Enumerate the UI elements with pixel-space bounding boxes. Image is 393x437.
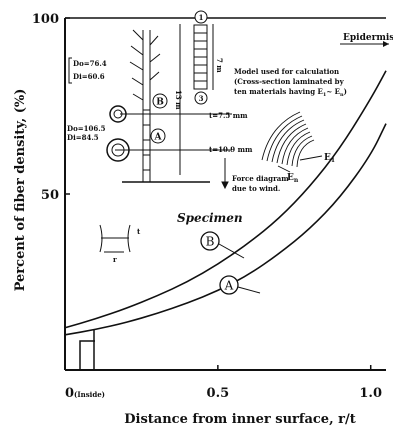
height-7-label: 7 m bbox=[215, 58, 224, 73]
inset-wall-sketch bbox=[99, 224, 131, 253]
node-marker-1: 1 bbox=[194, 10, 208, 24]
model-line-3-a: ten materials having E bbox=[234, 87, 323, 96]
x-tick-suffix-0: (Inside) bbox=[74, 390, 105, 399]
curve-label-b-text: B bbox=[206, 235, 215, 249]
section-label-b-circle bbox=[152, 93, 168, 109]
section-label-a: A bbox=[150, 128, 166, 144]
cross-section-a bbox=[106, 138, 130, 162]
inset-r-label: r bbox=[113, 255, 117, 264]
layer-arc-2 bbox=[266, 115, 303, 162]
x-axis-title: Distance from inner surface, r/t bbox=[124, 412, 355, 427]
x-tick-label-0: 0(Inside) bbox=[65, 386, 105, 401]
laminated-layers-sketch bbox=[261, 111, 323, 173]
series-line-a bbox=[64, 123, 387, 336]
model-line-1: Model used for calculation bbox=[234, 67, 339, 76]
curve-label-b: B bbox=[200, 231, 245, 259]
culm-branches bbox=[129, 29, 161, 101]
model-line-3-end: ) bbox=[344, 87, 347, 96]
step-a bbox=[79, 340, 95, 370]
curve-label-a-text: A bbox=[224, 279, 234, 293]
thickness-a-label: t=10.9 mm bbox=[209, 145, 253, 154]
epidermis-label: Epidermis bbox=[343, 33, 393, 43]
dims-b-do: Do=76.4 bbox=[73, 59, 107, 68]
series-line-b bbox=[64, 70, 387, 329]
section-label-b: B bbox=[152, 93, 168, 109]
y-tick-label-1: 100 bbox=[32, 12, 59, 27]
curve-label-a-leader bbox=[237, 286, 261, 294]
culm-nodes bbox=[143, 109, 150, 171]
node-marker-1-text: 1 bbox=[199, 13, 204, 22]
e1-label-sub: 1 bbox=[331, 157, 335, 164]
layer-arc-3 bbox=[271, 119, 305, 163]
model-line-3: ten materials having E1~ En) bbox=[234, 87, 347, 98]
series-group bbox=[64, 70, 387, 336]
e1-label-e: E bbox=[324, 153, 331, 163]
model-line-3-sub: 1 bbox=[323, 92, 326, 98]
force-arrowhead bbox=[221, 181, 229, 190]
force-diagram bbox=[221, 158, 229, 190]
curve-label-b-circle bbox=[200, 231, 220, 251]
e1-leader bbox=[299, 155, 323, 161]
section-label-b-text: B bbox=[156, 98, 164, 108]
force-line-2: due to wind. bbox=[232, 184, 280, 193]
en-leader bbox=[277, 165, 291, 173]
specimen-label: Specimen bbox=[177, 211, 243, 225]
dims-bracket-b bbox=[68, 57, 72, 84]
model-line-3-sub2: n bbox=[340, 92, 344, 98]
y-axis-title: Percent of fiber density, (%) bbox=[13, 89, 28, 292]
x-tick-label-2: 1.0 bbox=[359, 386, 382, 401]
dims-a-di: Di=84.5 bbox=[67, 133, 99, 142]
height-13-label: 13 m bbox=[174, 90, 183, 110]
en-label-sub: n bbox=[294, 177, 299, 184]
en-label: En bbox=[287, 173, 299, 184]
node-marker-1-circle bbox=[194, 10, 208, 24]
inner-edge-steps bbox=[79, 330, 95, 370]
epidermis-arrowhead bbox=[383, 41, 389, 47]
model-line-3-mid: ~ E bbox=[326, 87, 340, 96]
en-label-e: E bbox=[287, 173, 294, 183]
x-ticks: 0(Inside) 0.5 1.0 bbox=[64, 365, 382, 401]
cross-section-b bbox=[109, 105, 127, 123]
force-line-1: Force diagram bbox=[232, 174, 289, 183]
layer-arc-4 bbox=[276, 123, 307, 164]
thickness-b-label: t=7.5 mm bbox=[209, 111, 248, 120]
layer-arc-7 bbox=[291, 135, 313, 167]
layer-arc-8 bbox=[296, 139, 315, 168]
cross-section-a-inner bbox=[111, 143, 125, 157]
section-label-a-text: A bbox=[154, 133, 163, 143]
layer-arc-1 bbox=[261, 111, 301, 161]
inset-t-label: t bbox=[137, 227, 141, 236]
dims-b-di: Di=60.6 bbox=[73, 72, 105, 81]
y-tick-label-0: 50 bbox=[41, 188, 59, 203]
bamboo-culm-sketch bbox=[115, 24, 232, 183]
epidermis-annotation: Epidermis bbox=[340, 33, 393, 47]
curve-label-a-circle bbox=[219, 275, 239, 295]
node-marker-3: 3 bbox=[194, 91, 208, 105]
node-marker-3-circle bbox=[194, 91, 208, 105]
y-ticks: 50 100 bbox=[32, 12, 70, 203]
curve-label-b-leader bbox=[218, 243, 245, 259]
section-label-a-circle bbox=[150, 128, 166, 144]
model-description: Model used for calculation (Cross-sectio… bbox=[234, 67, 347, 98]
curve-label-a: A bbox=[219, 275, 261, 295]
node-marker-3-text: 3 bbox=[199, 94, 204, 103]
model-line-2: (Cross-section laminated by bbox=[234, 77, 345, 86]
cross-section-b-inner bbox=[113, 109, 123, 119]
cross-section-a-outer bbox=[106, 138, 130, 162]
x-tick-label-1: 0.5 bbox=[207, 386, 230, 401]
cross-section-b-outer bbox=[109, 105, 127, 123]
dims-a-do: Do=106.5 bbox=[67, 124, 106, 133]
layer-arc-5 bbox=[281, 127, 309, 165]
segment-stack-divisions bbox=[194, 32, 207, 82]
e1-label: E1 bbox=[324, 153, 335, 164]
layer-arc-6 bbox=[286, 131, 311, 166]
